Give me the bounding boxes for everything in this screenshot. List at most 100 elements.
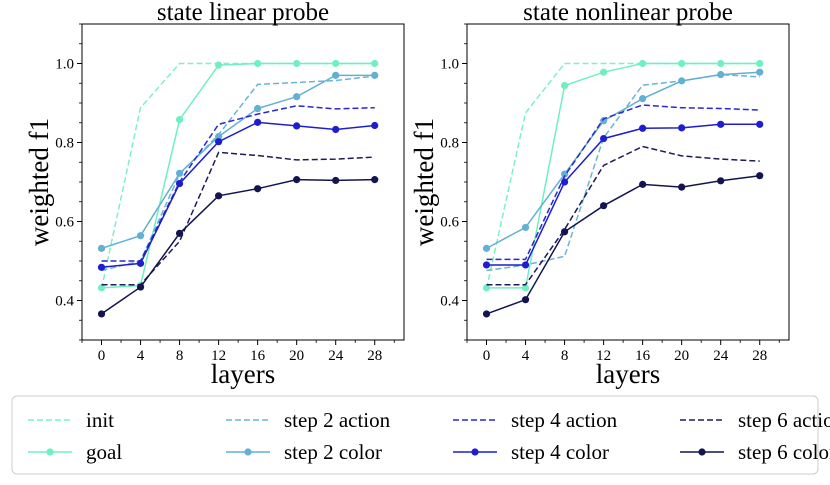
series-line-init — [100, 62, 375, 289]
legend-item-init: init — [28, 408, 114, 432]
data-point-step-2-color — [215, 132, 223, 141]
y-tick-label: 0.8 — [440, 136, 459, 152]
data-point-step-2-color — [717, 70, 725, 79]
data-point-goal — [371, 59, 379, 68]
data-point-step-4-color — [678, 124, 686, 132]
data-point-step-6-color — [482, 310, 491, 318]
y-tick-label: 0.6 — [55, 215, 74, 231]
data-point-step-2-color — [254, 104, 262, 113]
data-point-goal — [482, 284, 491, 292]
data-point-goal — [678, 59, 686, 68]
data-point-step-2-color — [678, 77, 686, 85]
y-tick-label: 0.4 — [55, 294, 74, 310]
data-point-step-6-color — [521, 296, 530, 304]
x-tick-label: 12 — [211, 348, 226, 364]
x-tick-label: 4 — [137, 348, 145, 364]
data-point-step-6-color — [136, 283, 145, 291]
y-axis: 0.4 0.6 0.8 1.0 — [440, 23, 467, 341]
data-point-step-2-color — [371, 71, 379, 79]
series-line-step-4-action — [486, 104, 760, 261]
x-tick-label: 24 — [713, 348, 729, 364]
legend-item-step-4-color: step 4 color — [453, 440, 609, 464]
series-line-step-2-color — [101, 74, 375, 250]
data-point-step-6-color — [97, 310, 106, 318]
data-point-step-2-color — [293, 93, 301, 101]
data-point-goal — [639, 59, 647, 68]
data-point-step-4-color — [717, 120, 725, 128]
legend-label: step 6 action — [738, 408, 830, 432]
x-tick-label: 0 — [98, 348, 106, 364]
y-tick-label: 0.8 — [55, 136, 74, 152]
data-point-step-2-color — [600, 117, 608, 125]
data-point-step-4-color — [254, 118, 262, 126]
series-line-goal — [101, 62, 375, 289]
data-point-step-6-color — [371, 176, 379, 184]
legend-label: step 4 action — [511, 408, 618, 432]
x-tick-label: 24 — [328, 348, 344, 364]
data-point-step-2-color — [482, 244, 491, 252]
data-point-step-6-color — [678, 183, 686, 191]
legend-item-step-4-action: step 4 action — [453, 408, 618, 432]
y-axis: 0.4 0.6 0.8 1.0 — [55, 23, 82, 341]
data-point-step-2-color — [97, 244, 106, 252]
legend-label: step 2 color — [284, 440, 382, 464]
legend-marker — [46, 448, 54, 456]
x-axis: 0 4 8 12 16 20 24 28 — [81, 340, 395, 364]
legend-item-step-6-action: step 6 action — [680, 408, 830, 432]
legend-marker — [471, 448, 479, 456]
data-point-step-4-color — [136, 259, 145, 267]
data-point-step-6-color — [600, 202, 608, 210]
data-point-step-4-color — [293, 122, 301, 130]
data-point-step-2-color — [332, 71, 340, 79]
data-point-step-2-color — [175, 169, 184, 177]
data-point-step-6-color — [215, 192, 223, 200]
data-point-step-4-color — [371, 121, 379, 130]
data-point-step-4-color — [600, 134, 608, 143]
data-point-goal — [521, 284, 530, 292]
series-layer — [482, 59, 764, 318]
panel-title: state nonlinear probe — [523, 0, 733, 26]
series-line-step-6-color — [101, 178, 375, 315]
series-line-step-2-action — [486, 73, 760, 272]
x-tick-label: 28 — [752, 348, 767, 364]
y-axis-label: weighted f1 — [409, 118, 439, 246]
series-line-goal — [486, 62, 760, 289]
data-point-goal — [332, 59, 340, 68]
series-line-step-4-action — [101, 105, 375, 262]
data-point-goal — [756, 59, 764, 68]
legend-marker — [698, 448, 706, 456]
y-tick-label: 0.4 — [440, 294, 459, 310]
panel-linear-probe: state linear probe 0.4 0.6 0.8 1.0 0 4 8 12 16 2… — [24, 0, 405, 389]
data-point-step-2-color — [521, 223, 530, 232]
data-point-step-6-color — [756, 172, 764, 180]
y-tick-label: 0.6 — [440, 215, 459, 231]
legend-label: step 6 color — [738, 440, 830, 464]
x-tick-label: 4 — [522, 348, 530, 364]
data-point-step-4-color — [215, 138, 223, 146]
x-tick-label: 16 — [250, 348, 266, 364]
data-point-step-6-color — [254, 185, 262, 193]
x-tick-label: 8 — [561, 348, 569, 364]
data-point-step-4-color — [639, 124, 647, 132]
legend-label: init — [86, 408, 114, 432]
data-point-step-2-color — [136, 232, 145, 240]
series-line-step-4-color — [101, 121, 375, 269]
x-axis-label: layers — [211, 359, 275, 389]
data-point-step-4-color — [560, 178, 569, 186]
data-point-step-6-color — [639, 180, 647, 188]
data-point-goal — [600, 68, 608, 76]
series-line-init — [485, 62, 760, 289]
legend-label: step 2 action — [284, 408, 391, 432]
panel-nonlinear-probe: state nonlinear probe 0.4 0.6 0.8 1.0 0 4 8 12… — [409, 0, 790, 389]
data-point-goal — [97, 284, 106, 292]
legend-marker — [244, 448, 252, 456]
data-point-goal — [175, 115, 184, 124]
x-axis-label: layers — [596, 359, 660, 389]
legend-item-goal: goal — [28, 440, 122, 464]
data-point-step-6-color — [717, 177, 725, 185]
x-tick-label: 20 — [674, 348, 689, 364]
data-point-goal — [215, 61, 223, 69]
data-point-step-4-color — [521, 261, 530, 269]
series-line-step-6-action — [486, 145, 760, 286]
